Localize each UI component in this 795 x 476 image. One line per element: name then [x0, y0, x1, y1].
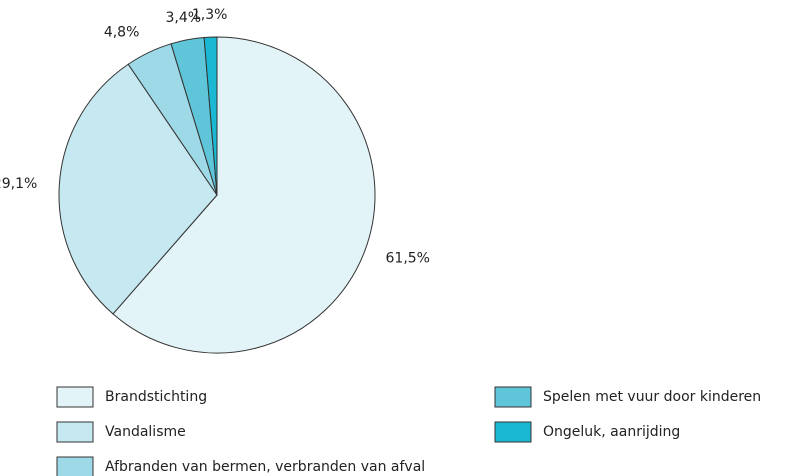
- legend-label: Afbranden van bermen, verbranden van afv…: [105, 459, 425, 475]
- legend-label: Ongeluk, aanrijding: [543, 424, 680, 440]
- legend-swatch: [494, 386, 532, 408]
- legend-swatch: [494, 421, 532, 443]
- legend-label: Spelen met vuur door kinderen: [543, 389, 761, 405]
- legend-swatch: [56, 421, 94, 443]
- data-label: 61,5%: [386, 250, 430, 266]
- legend-swatch: [56, 386, 94, 408]
- pie-slice: [203, 36, 218, 196]
- legend-label: Brandstichting: [105, 389, 207, 405]
- legend-label: Vandalisme: [105, 424, 186, 440]
- pie-slice: [112, 36, 376, 354]
- data-label: 1,3%: [192, 7, 228, 23]
- data-label: 4,8%: [104, 25, 140, 41]
- legend-swatch: [56, 456, 94, 476]
- data-label: 29,1%: [0, 176, 37, 192]
- pie-slice: [58, 63, 218, 315]
- data-label: 3,4%: [166, 10, 202, 26]
